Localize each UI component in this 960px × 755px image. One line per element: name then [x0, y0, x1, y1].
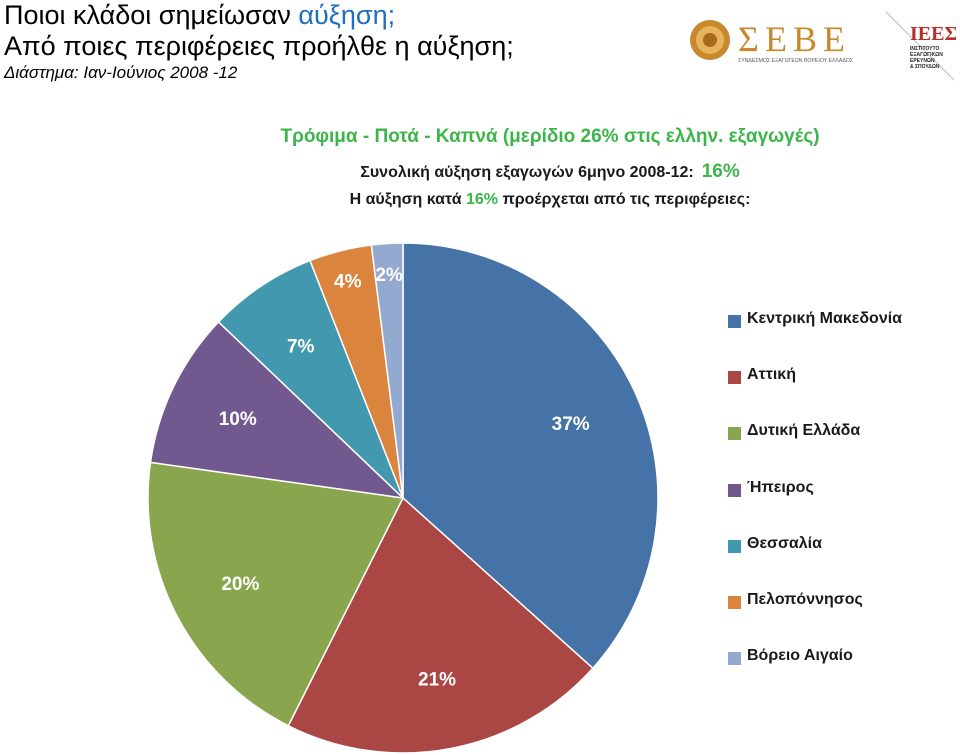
- period-label: Διάστημα: Ιαν-Ιούνιος 2008 -12: [4, 63, 238, 82]
- pie-data-label: 21%: [418, 669, 456, 690]
- regions-percentage: 16%: [465, 191, 499, 208]
- legend-label: Θεσσαλία: [747, 534, 822, 552]
- ieve-logo-text: ΙΕΕΣ: [910, 23, 956, 45]
- growth-text: Συνολική αύξηση εξαγωγών 6μηνο 2008-12:: [360, 164, 694, 181]
- pie-slice-ηπειρος: [149, 320, 406, 500]
- pie-slice-βορειο-αιγαιο: [370, 242, 404, 499]
- svg-text:ΙΝΣΤΙΤΟΥΤΟ: ΙΝΣΤΙΤΟΥΤΟ: [910, 46, 939, 52]
- legend-item: Βόρειο Αιγαίο: [728, 647, 902, 703]
- pie-data-label: 37%: [552, 414, 590, 435]
- title-line-1-accent: αύξηση;: [298, 0, 396, 30]
- pie-slice-κεντρικη-μακεδονια: [402, 242, 659, 670]
- legend-label: Αττική: [747, 366, 796, 384]
- seve-logo-caption: ΣΥΝΔΕΣΜΟΣ ΕΞΑΓΩΓΕΩΝ ΒΟΡΕΙΟΥ ΕΛΛΑΔΟΣ: [738, 58, 853, 64]
- chart-subtitle-growth: Συνολική αύξηση εξαγωγών 6μηνο 2008-12: 1…: [0, 161, 960, 183]
- legend-swatch: [728, 483, 741, 497]
- pie-slice-αττικη: [287, 496, 594, 754]
- heading: Ποιοι κλάδοι σημείωσαν αύξηση; Από ποιες…: [4, 0, 514, 84]
- legend-swatch: [728, 539, 741, 553]
- title-line-2: Από ποιες περιφέρειες προήλθε η αύξηση;: [4, 31, 514, 61]
- legend-swatch: [728, 652, 741, 666]
- pie-slice-δυτικη-ελλαδα: [147, 461, 405, 727]
- svg-text:ΕΞΑΓΩΓΙΚΩΝ: ΕΞΑΓΩΓΙΚΩΝ: [910, 52, 943, 58]
- chart-subtitle-regions: Η αύξηση κατά 16% προέρχεται από τις περ…: [0, 191, 960, 209]
- legend-label: Πελοπόννησος: [747, 590, 863, 608]
- legend-item: Ήπειρος: [728, 479, 902, 535]
- legend-label: Δυτική Ελλάδα: [747, 422, 861, 440]
- pie-data-label: 7%: [287, 337, 315, 358]
- pie-data-label: 10%: [219, 409, 257, 430]
- title-line-1-prefix: Ποιοι κλάδοι σημείωσαν: [4, 0, 291, 30]
- pie-data-label: 2%: [375, 265, 403, 286]
- growth-percentage: 16%: [701, 161, 740, 182]
- legend-swatch: [728, 371, 741, 385]
- legend-item: Δυτική Ελλάδα: [728, 422, 902, 478]
- svg-text:& ΣΠΟΥΔΩΝ: & ΣΠΟΥΔΩΝ: [910, 64, 940, 70]
- legend-label: Βόρειο Αιγαίο: [747, 647, 853, 665]
- seve-logo: ΣΕΒΕ ΣΥΝΔΕΣΜΟΣ ΕΞΑΓΩΓΕΩΝ ΒΟΡΕΙΟΥ ΕΛΛΑΔΟΣ: [690, 19, 853, 64]
- legend-label: Ήπειρος: [747, 478, 814, 496]
- pie-data-label: 4%: [334, 272, 362, 293]
- pie-slice-θεσσαλια: [217, 259, 404, 499]
- ieve-logo: ΙΕΕΣ ΙΝΣΤΙΤΟΥΤΟ ΕΞΑΓΩΓΙΚΩΝ ΕΡΕΥΝΩΝ & ΣΠΟ…: [885, 11, 956, 81]
- chart-subtitle-sector: Τρόφιμα - Ποτά - Καπνά (μερίδιο 26% στις…: [280, 126, 820, 147]
- legend-swatch: [728, 595, 741, 609]
- chart-legend: Κεντρική Μακεδονία Αττική Δυτική Ελλάδα Ήπε…: [728, 310, 902, 703]
- legend-item: Πελοπόννησος: [728, 591, 902, 647]
- svg-text:ΕΡΕΥΝΩΝ: ΕΡΕΥΝΩΝ: [910, 58, 935, 64]
- legend-label: Κεντρική Μακεδονία: [747, 310, 903, 327]
- seve-logo-text: ΣΕΒΕ: [738, 19, 851, 59]
- pie-data-label: 20%: [221, 574, 259, 595]
- legend-item: Κεντρική Μακεδονία: [728, 310, 902, 366]
- regions-suffix: προέρχεται από τις περιφέρειες:: [502, 191, 751, 208]
- legend-item: Θεσσαλία: [728, 535, 902, 591]
- regions-prefix: Η αύξηση κατά: [349, 191, 462, 208]
- legend-item: Αττική: [728, 366, 902, 422]
- legend-swatch: [728, 315, 741, 328]
- legend-swatch: [728, 427, 741, 441]
- title-line-1: Ποιοι κλάδοι σημείωσαν αύξηση;: [4, 0, 514, 31]
